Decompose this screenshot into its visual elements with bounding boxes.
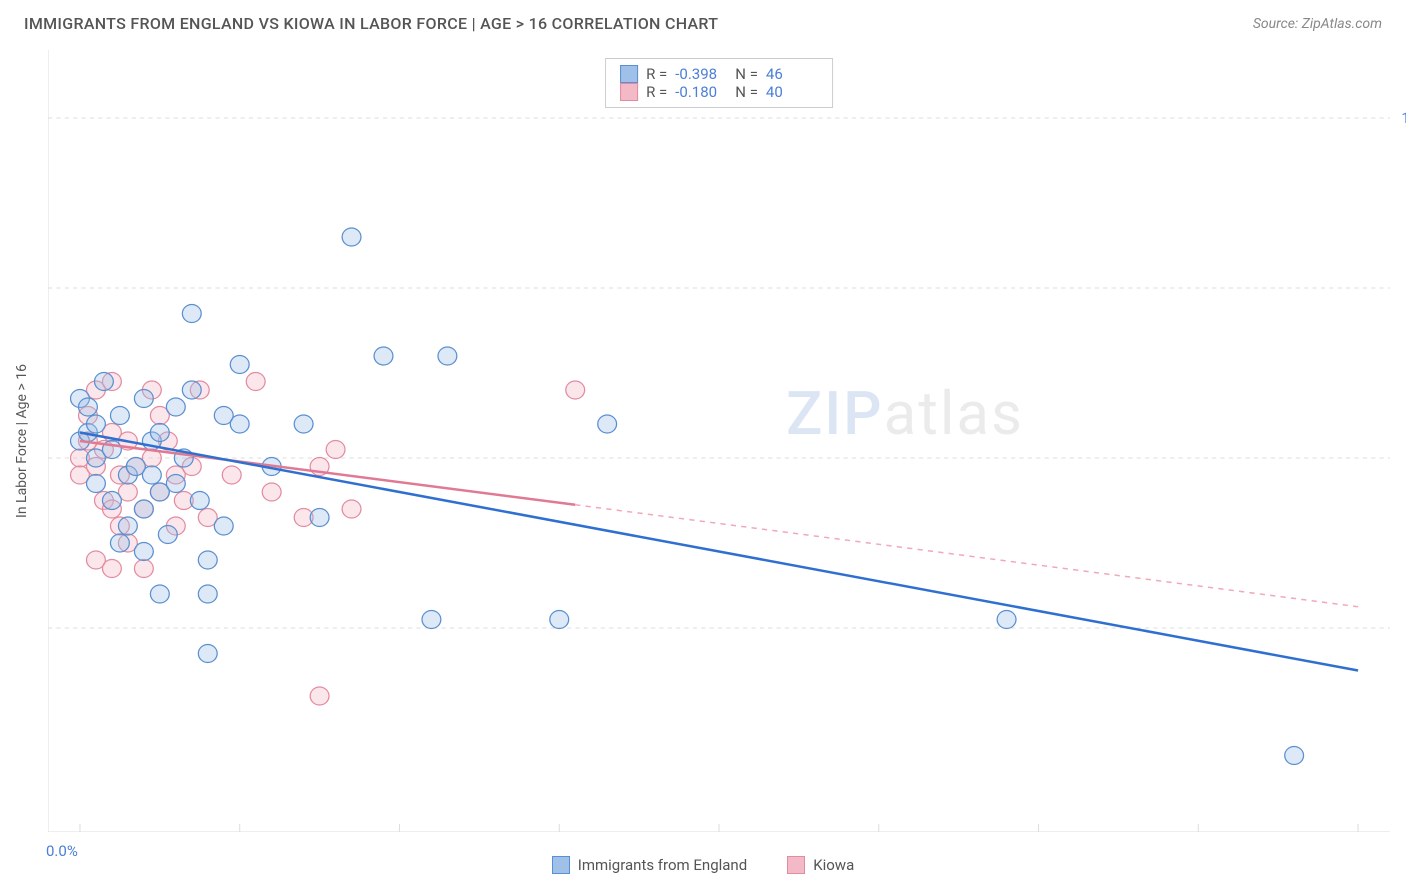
stats-row: R = -0.180 N = 40 — [620, 83, 818, 101]
bottom-legend: Immigrants from England Kiowa — [0, 856, 1406, 874]
n-value: 46 — [766, 65, 818, 83]
r-label: R = — [646, 65, 667, 83]
series-swatch — [620, 83, 638, 101]
y-tick-label: 100.0% — [1401, 109, 1406, 127]
n-label: N = — [735, 65, 758, 83]
legend-swatch — [787, 856, 805, 874]
legend-item: Immigrants from England — [552, 856, 747, 874]
legend-item: Kiowa — [787, 856, 854, 874]
legend-swatch — [552, 856, 570, 874]
stats-legend: R = -0.398 N = 46 R = -0.180 N = 40 — [605, 58, 833, 108]
chart-title: IMMIGRANTS FROM ENGLAND VS KIOWA IN LABO… — [24, 14, 718, 33]
legend-label: Immigrants from England — [578, 856, 747, 874]
r-value: -0.180 — [675, 83, 727, 101]
r-value: -0.398 — [675, 65, 727, 83]
legend-label: Kiowa — [813, 856, 854, 874]
n-label: N = — [735, 83, 758, 101]
series-swatch — [620, 65, 638, 83]
n-value: 40 — [766, 83, 818, 101]
r-label: R = — [646, 83, 667, 101]
source-text: Source: ZipAtlas.com — [1253, 16, 1382, 32]
y-axis-label: In Labor Force | Age > 16 — [14, 364, 30, 518]
scatter-plot — [48, 50, 1390, 832]
chart-area: In Labor Force | Age > 16 ZIPatlas R =-0… — [48, 50, 1390, 832]
stats-row: R = -0.398 N = 46 — [620, 65, 818, 83]
